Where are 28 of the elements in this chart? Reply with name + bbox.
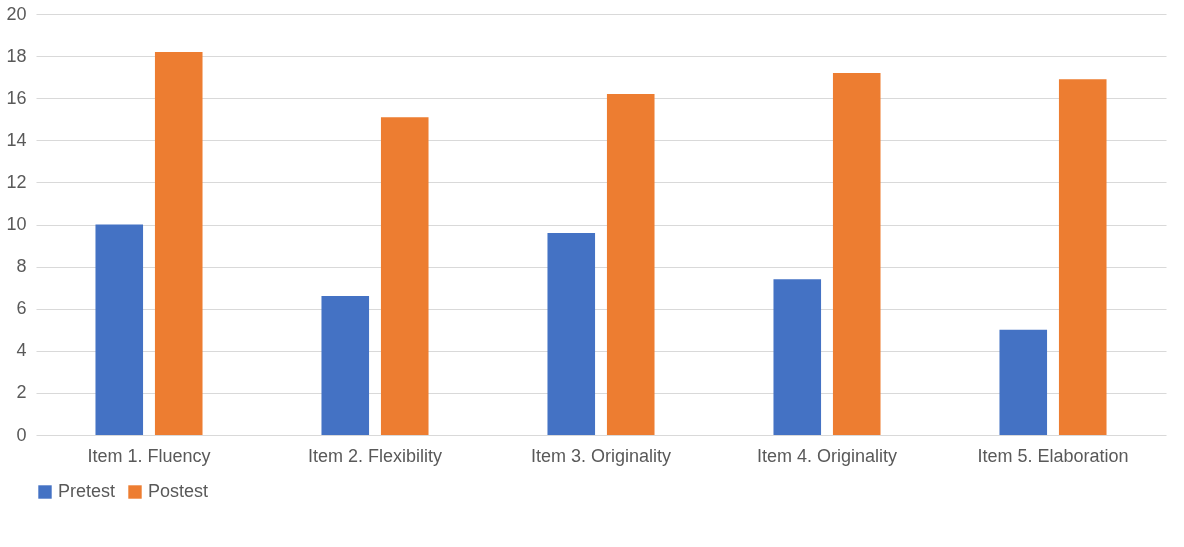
- x-tick-label: Item 5. Elaboration: [977, 445, 1129, 466]
- bar: [95, 224, 144, 435]
- x-tick-label: Item 1. Fluency: [87, 445, 211, 466]
- x-tick-label: Item 4. Originality: [756, 445, 898, 466]
- y-tick-label: 6: [16, 298, 27, 319]
- bar: [321, 296, 370, 435]
- y-tick-label: 8: [16, 256, 27, 277]
- y-tick-label: 4: [16, 340, 27, 361]
- legend-label: Postest: [148, 481, 209, 501]
- bar: [606, 93, 655, 435]
- y-tick-label: 10: [6, 214, 27, 234]
- y-tick-label: 18: [6, 45, 27, 66]
- y-tick-label: 20: [6, 3, 27, 24]
- y-tick-label: 14: [6, 129, 27, 150]
- y-tick-label: 12: [6, 171, 27, 192]
- bar: [380, 117, 429, 435]
- x-tick-label: Item 3. Originality: [530, 445, 672, 466]
- bar: [773, 279, 822, 435]
- legend-label: Pretest: [58, 481, 116, 501]
- x-tick-label: Item 2. Flexibility: [307, 445, 443, 466]
- bar: [547, 232, 596, 435]
- bar: [999, 329, 1048, 435]
- bar: [154, 51, 203, 435]
- bar: [1058, 79, 1107, 435]
- y-tick-label: 2: [16, 382, 27, 403]
- y-tick-label: 0: [16, 424, 27, 445]
- bar: [832, 72, 881, 435]
- y-tick-label: 16: [6, 87, 27, 108]
